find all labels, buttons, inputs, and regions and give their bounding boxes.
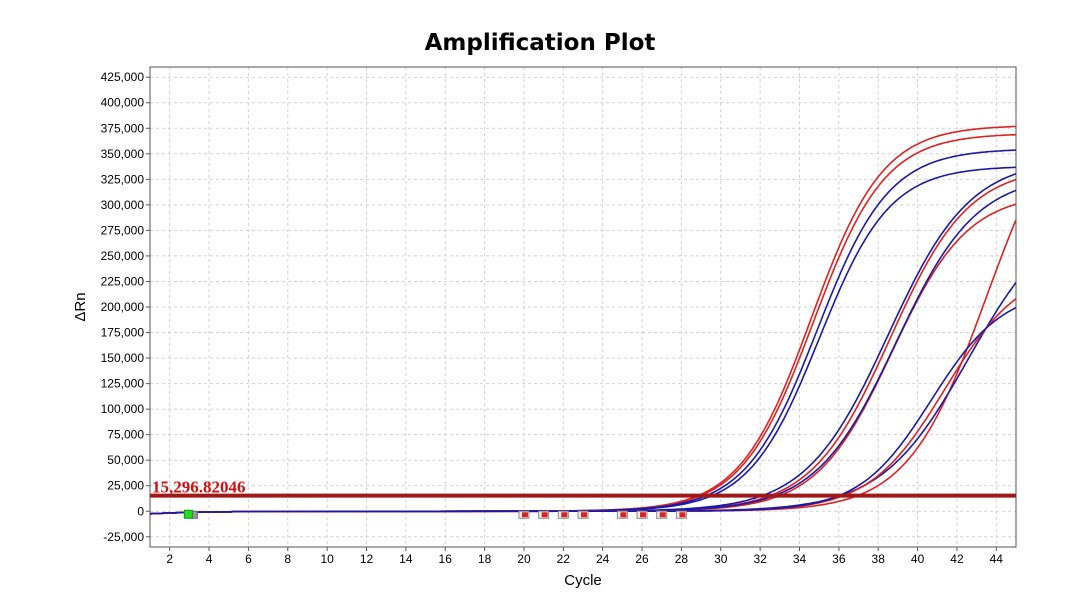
x-tick-label: 42 — [950, 552, 964, 566]
y-tick-label: 300,000 — [101, 198, 145, 212]
x-tick-label: 12 — [360, 552, 374, 566]
baseline-end-marker[interactable] — [659, 512, 666, 518]
x-tick-label: 32 — [753, 552, 767, 566]
amplification-curve-10 — [149, 282, 1017, 515]
x-axis-ticks: 2 4 6 8 10 12 14 16 18 20 22 24 26 28 30 32 34 36 38 40 42 44 — [166, 547, 1003, 566]
y-tick-label: 50,000 — [107, 453, 144, 467]
y-tick-label: 350,000 — [101, 147, 145, 161]
x-tick-label: 38 — [872, 552, 886, 566]
y-tick-label: 125,000 — [101, 377, 145, 391]
y-tick-label: 100,000 — [101, 402, 145, 416]
baseline-end-marker[interactable] — [521, 512, 528, 518]
baseline-end-marker[interactable] — [561, 512, 568, 518]
y-tick-label: 425,000 — [101, 70, 145, 84]
x-tick-label: 28 — [675, 552, 689, 566]
baseline-end-marker[interactable] — [541, 512, 548, 518]
y-tick-label: 150,000 — [101, 351, 145, 365]
amplification-curve-11 — [149, 298, 1017, 515]
y-tick-label: 0 — [137, 504, 144, 518]
x-tick-label: 16 — [439, 552, 453, 566]
baseline-end-marker[interactable] — [581, 512, 587, 518]
y-tick-label: 250,000 — [101, 249, 145, 263]
x-tick-label: 14 — [399, 552, 413, 566]
amplification-curve-8 — [149, 189, 1017, 515]
y-tick-label: -25,000 — [103, 530, 144, 544]
baseline-start-marker[interactable] — [183, 509, 193, 519]
amplification-curve-5 — [149, 178, 1017, 515]
y-tick-label: 400,000 — [101, 96, 145, 110]
x-tick-label: 30 — [714, 552, 728, 566]
y-tick-label: 325,000 — [101, 172, 145, 186]
baseline-end-marker[interactable] — [679, 512, 686, 518]
baseline-end-marker[interactable] — [640, 512, 647, 518]
x-tick-label: 18 — [478, 552, 492, 566]
y-tick-label: 175,000 — [101, 326, 145, 340]
x-tick-label: 6 — [245, 552, 252, 566]
amplification-curve-7 — [149, 203, 1017, 515]
y-tick-label: 375,000 — [101, 121, 145, 135]
y-tick-label: 25,000 — [107, 479, 144, 493]
y-tick-label: 275,000 — [101, 223, 145, 237]
amplification-curves — [149, 125, 1017, 515]
x-tick-label: 20 — [517, 552, 531, 566]
chart-title: Amplification Plot — [424, 30, 656, 56]
baseline-end-marker[interactable] — [620, 512, 627, 518]
y-axis-ticks: -25,000 0 25,000 50,000 75,000 100,000 125,000… — [101, 70, 150, 544]
y-axis-label: ΔRn — [72, 292, 89, 321]
x-tick-label: 26 — [635, 552, 649, 566]
x-tick-label: 24 — [596, 552, 610, 566]
x-tick-label: 22 — [557, 552, 571, 566]
y-tick-label: 225,000 — [101, 274, 145, 288]
y-tick-label: 200,000 — [101, 300, 145, 314]
x-tick-label: 10 — [320, 552, 334, 566]
amplification-curve-1 — [149, 125, 1016, 515]
x-tick-label: 4 — [206, 552, 213, 566]
threshold-label: 15,296.82046 — [152, 478, 246, 497]
threshold-layer[interactable]: 15,296.82046 — [150, 478, 1016, 498]
x-tick-label: 8 — [284, 552, 291, 566]
x-tick-label: 36 — [832, 552, 846, 566]
x-tick-label: 2 — [166, 552, 173, 566]
x-tick-label: 34 — [793, 552, 807, 566]
x-tick-label: 44 — [990, 552, 1004, 566]
baseline-markers[interactable] — [183, 509, 687, 519]
x-tick-label: 40 — [911, 552, 925, 566]
grid-lines — [150, 67, 1016, 547]
amplification-curve-2 — [149, 133, 1017, 515]
x-axis-label: Cycle — [564, 572, 602, 589]
y-tick-label: 75,000 — [107, 428, 144, 442]
